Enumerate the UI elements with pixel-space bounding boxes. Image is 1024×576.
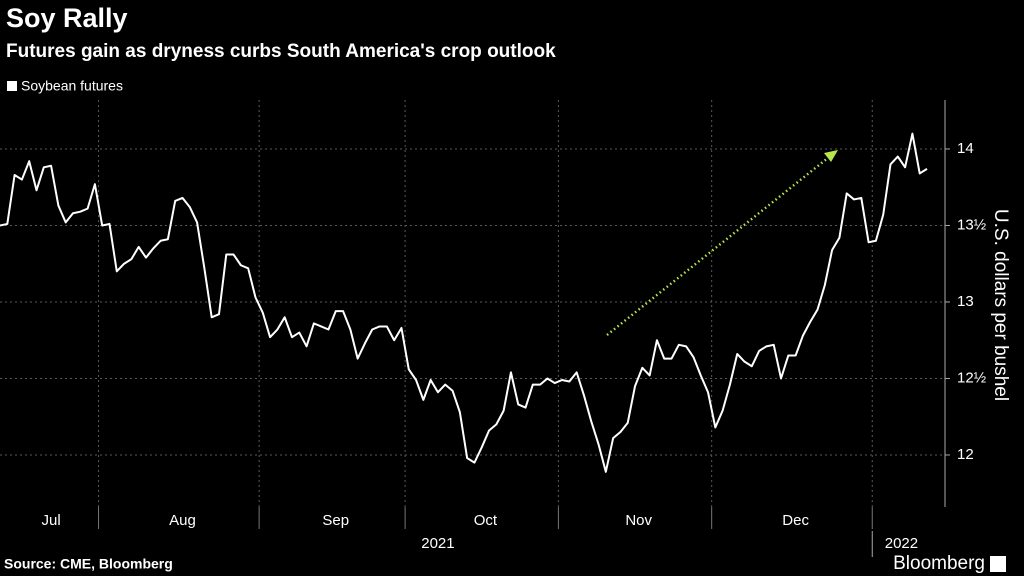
y-tick-label: 12 xyxy=(957,446,974,463)
chart-subtitle: Futures gain as dryness curbs South Amer… xyxy=(6,41,556,62)
x-tick-label: Dec xyxy=(782,512,809,529)
legend-swatch xyxy=(7,81,17,91)
y-axis-title: U.S. dollars per bushel xyxy=(990,209,1011,401)
year-label: 2022 xyxy=(885,535,918,552)
legend-label: Soybean futures xyxy=(21,78,123,94)
y-tick-label: 13½ xyxy=(957,216,987,233)
source: Source: CME, Bloomberg xyxy=(4,556,173,572)
y-tick-label: 12½ xyxy=(957,369,987,386)
trend-arrow xyxy=(606,150,838,336)
series-line xyxy=(0,132,928,473)
y-tick-label: 13 xyxy=(957,293,974,310)
arrow-line xyxy=(606,152,835,336)
arrow-head xyxy=(824,150,838,162)
x-tick-label: Sep xyxy=(322,512,349,529)
x-tick-label: Oct xyxy=(474,512,498,529)
brand: Bloomberg xyxy=(893,553,985,574)
chart-title: Soy Rally xyxy=(6,3,128,33)
x-tick-label: Jul xyxy=(42,512,61,529)
brand-logo xyxy=(990,556,1006,572)
x-tick-label: Nov xyxy=(625,512,652,529)
year-label: 2021 xyxy=(421,535,454,552)
y-tick-label: 14 xyxy=(957,140,974,157)
x-tick-label: Aug xyxy=(169,512,196,529)
